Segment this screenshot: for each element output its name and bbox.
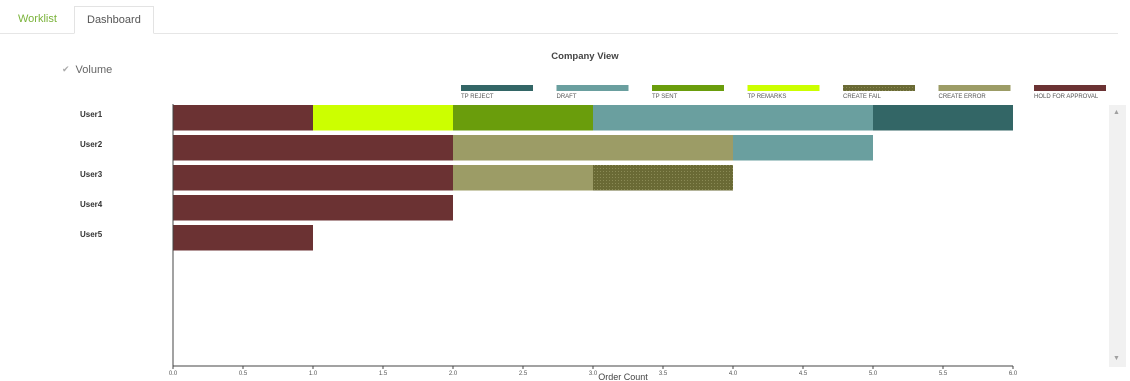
bar-user5-hold-for-approval	[173, 225, 313, 251]
legend-label-tp-remarks: TP REMARKS	[748, 94, 787, 100]
x-tick-label: 2.5	[519, 371, 528, 377]
bar-user1-tp-sent	[453, 105, 593, 131]
bar-user3-hold-for-approval	[173, 165, 453, 191]
bar-user3-create-error	[453, 165, 593, 191]
chart-title: Company View	[551, 51, 619, 62]
scroll-up-icon[interactable]: ▲	[1113, 109, 1120, 116]
x-axis-label: Order Count	[598, 372, 648, 381]
legend-label-create-error: CREATE ERROR	[939, 94, 987, 100]
volume-toggle[interactable]: ✔ Volume	[62, 64, 112, 76]
x-tick-label: 3.0	[589, 371, 598, 377]
legend-swatch-draft	[556, 85, 629, 91]
legend-swatch-tp-sent	[652, 85, 724, 91]
x-tick-label: 4.5	[799, 371, 808, 377]
legend-label-hold-for-approval: HOLD FOR APPROVAL	[1034, 94, 1099, 100]
x-tick-label: 2.0	[449, 371, 458, 377]
legend-label-tp-reject: TP REJECT	[461, 94, 494, 100]
vertical-scrollbar[interactable]: ▲ ▼	[1109, 105, 1126, 367]
x-tick-label: 5.0	[869, 371, 878, 377]
bar-user1-hold-for-approval	[173, 105, 313, 131]
bar-user1-draft	[593, 105, 873, 131]
x-tick-label: 4.0	[729, 371, 738, 377]
tab-bar: Worklist Dashboard	[0, 0, 1130, 34]
legend-label-draft: DRAFT	[557, 94, 577, 100]
x-tick-label: 0.0	[169, 371, 178, 377]
tab-bar-divider	[0, 33, 1118, 34]
bar-user4-hold-for-approval	[173, 195, 453, 221]
tab-worklist[interactable]: Worklist	[18, 13, 57, 25]
bar-user2-create-error	[453, 135, 733, 161]
x-tick-label: 0.5	[239, 371, 248, 377]
legend-swatch-tp-remarks	[747, 85, 820, 91]
category-label-user4: User4	[80, 200, 103, 209]
legend-label-create-fail: CREATE FAIL	[843, 94, 882, 100]
x-tick-label: 6.0	[1009, 371, 1018, 377]
volume-label: Volume	[75, 64, 113, 76]
legend-label-tp-sent: TP SENT	[652, 94, 678, 100]
x-tick-label: 1.5	[379, 371, 388, 377]
legend-swatch-tp-reject	[461, 85, 533, 91]
legend-swatch-create-error	[938, 85, 1011, 91]
scroll-down-icon[interactable]: ▼	[1113, 355, 1120, 362]
x-tick-label: 5.5	[939, 371, 948, 377]
legend-swatch-create-fail	[843, 85, 915, 91]
category-label-user1: User1	[80, 110, 103, 119]
bar-user1-tp-remarks	[313, 105, 453, 131]
category-label-user5: User5	[80, 230, 103, 239]
bar-user3-create-fail	[593, 165, 733, 191]
category-label-user2: User2	[80, 140, 103, 149]
tab-dashboard[interactable]: Dashboard	[74, 6, 154, 34]
legend-swatch-hold-for-approval	[1034, 85, 1106, 91]
x-tick-label: 1.0	[309, 371, 318, 377]
x-tick-label: 3.5	[659, 371, 668, 377]
bar-user1-tp-reject	[873, 105, 1013, 131]
bar-user2-draft	[733, 135, 873, 161]
checkmark-icon[interactable]: ✔	[62, 64, 70, 74]
bar-user2-hold-for-approval	[173, 135, 453, 161]
category-label-user3: User3	[80, 170, 103, 179]
